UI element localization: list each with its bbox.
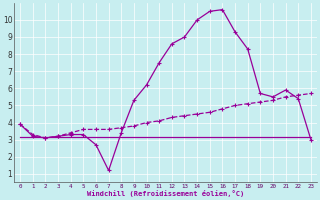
X-axis label: Windchill (Refroidissement éolien,°C): Windchill (Refroidissement éolien,°C) [87,190,244,197]
